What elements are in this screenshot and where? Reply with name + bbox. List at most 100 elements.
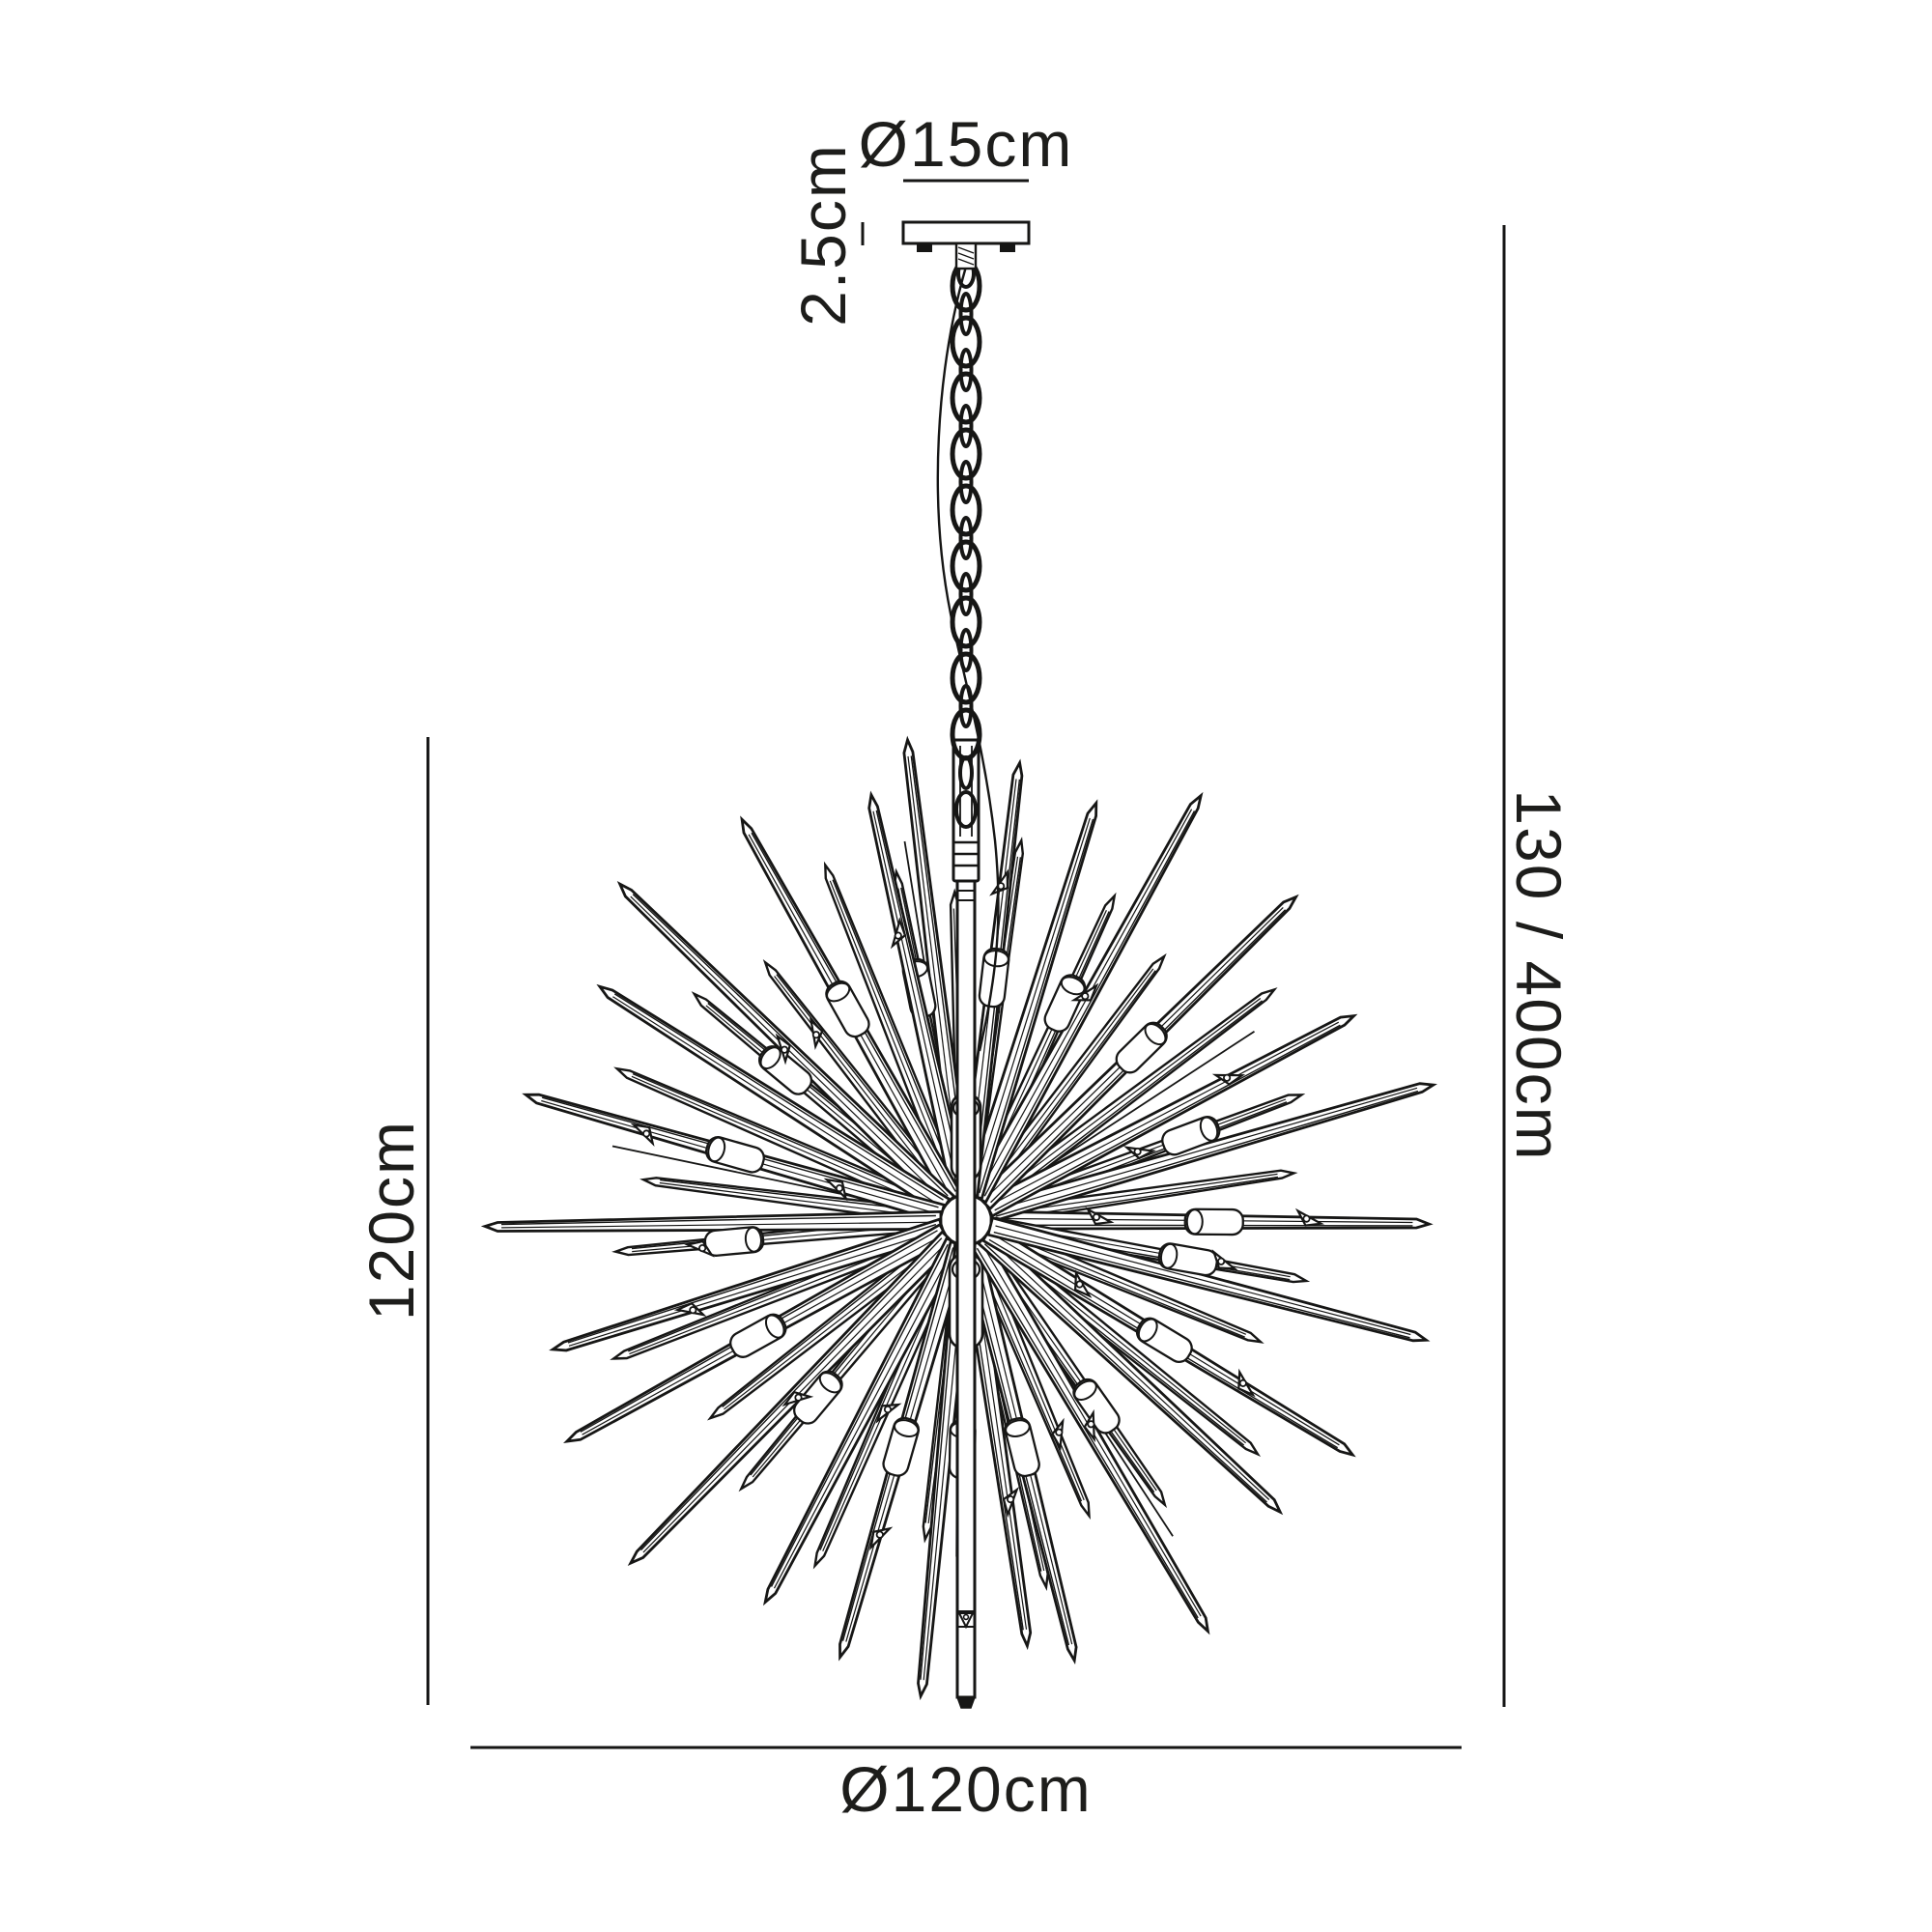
rod-clip-hole	[1223, 1073, 1232, 1082]
chain-link	[958, 292, 974, 336]
stem-thread	[957, 252, 975, 260]
rod-facet-line	[991, 1021, 1340, 1206]
rod-facet-line	[567, 1223, 937, 1344]
rod-facet-line	[999, 1173, 1278, 1215]
rod-clip-hole	[1133, 1148, 1142, 1156]
rod-facet-line	[993, 1231, 1410, 1339]
rod-clip-hole	[697, 1244, 707, 1253]
chain-link	[950, 595, 982, 649]
chain-link	[958, 404, 974, 448]
chain-link	[950, 539, 982, 593]
rod-clip-hole	[835, 1184, 844, 1193]
rod-facet-line	[632, 1072, 937, 1204]
chain-link	[950, 651, 982, 705]
chain-link	[958, 572, 974, 616]
rod-clip-hole	[1238, 1378, 1247, 1388]
lamp-holder	[882, 1416, 921, 1477]
lamp-holder	[1115, 1021, 1168, 1074]
chain-link	[950, 707, 982, 761]
chain-link	[950, 315, 982, 369]
lamp-holder	[1135, 1317, 1193, 1364]
lamp-holder	[757, 1045, 813, 1095]
chain-link	[958, 628, 974, 672]
rod-facet-line	[983, 810, 1196, 1197]
rod-facet-line	[994, 1087, 1418, 1211]
lamp-holder	[1161, 1116, 1221, 1156]
ceiling-plate-body	[901, 220, 1031, 245]
lamp-holder	[825, 980, 870, 1038]
lamp-holder	[704, 1136, 765, 1174]
rod-clip-hole	[1087, 1420, 1095, 1429]
rod-facet-line	[659, 1181, 933, 1218]
rod-facet-line	[832, 879, 958, 1188]
rod-clip-hole	[642, 1129, 651, 1138]
rod-facet-line	[500, 1214, 936, 1226]
rod-facet-line	[774, 976, 945, 1195]
label-plate-diameter: Ø15cm	[859, 108, 1074, 180]
rod-facet-line	[613, 993, 944, 1201]
lamp-holder	[1072, 1378, 1121, 1435]
plate-screw-left	[917, 243, 932, 252]
rod-clip-hole	[780, 1045, 789, 1054]
rod-clip-hole	[794, 1393, 803, 1402]
rod-facet-line	[875, 810, 965, 1190]
starburst-body	[480, 735, 1437, 1701]
rod-facet-line	[976, 1247, 1199, 1619]
lamp-holder	[1183, 1208, 1244, 1236]
rod-facet-line	[770, 1243, 949, 1587]
stem-thread	[957, 258, 975, 266]
rod-clip-hole	[1092, 1212, 1101, 1222]
rod-clip-hole	[883, 1406, 893, 1414]
lamp-holder	[729, 1313, 787, 1358]
label-fitting-height: 120cm	[355, 1120, 427, 1321]
chain-link	[950, 371, 982, 425]
rod-facet-line	[872, 810, 959, 1192]
chain-link	[950, 427, 982, 481]
rod-clip-hole	[1055, 1428, 1064, 1436]
label-plate-height: 2.5cm	[787, 143, 859, 327]
rod-facet-line	[773, 1247, 954, 1589]
rod-clip-hole	[894, 931, 902, 940]
rod-clip-hole	[875, 1530, 884, 1539]
plate-screw-right	[1000, 243, 1015, 252]
stem-thread	[957, 246, 975, 254]
rod-clip-hole	[1217, 1257, 1226, 1265]
rod-clip-hole	[1007, 1495, 1015, 1504]
lamp-holder	[1004, 1416, 1040, 1478]
chain-link	[958, 348, 974, 392]
rod-clip-hole	[811, 1031, 821, 1039]
rod-facet-line	[829, 880, 953, 1190]
connector-link	[954, 790, 978, 829]
rod-facet-line	[972, 817, 1091, 1192]
chain-link	[958, 516, 974, 560]
rod-facet-line	[995, 1090, 1419, 1217]
rod-facet-line	[568, 1230, 939, 1347]
central-rod-body	[955, 879, 977, 1699]
label-drop-height: 130 / 400cm	[1503, 789, 1575, 1161]
chain-link	[958, 460, 974, 504]
lamp-holder	[793, 1370, 843, 1425]
rod-facet-line	[995, 1225, 1411, 1336]
rod-facet-line	[983, 1243, 1267, 1503]
rod-facet-line	[995, 1000, 1264, 1204]
rod-clip-hole	[962, 1613, 970, 1621]
chain-link	[950, 483, 982, 537]
glass-rod	[480, 1209, 943, 1233]
rod-clip-hole	[1081, 992, 1090, 1001]
rod-facet-line	[979, 818, 1094, 1194]
ceiling-plate	[901, 220, 1031, 270]
rod-clip-hole	[1302, 1214, 1311, 1223]
rod-facet-line	[639, 1237, 943, 1551]
rod-facet-line	[501, 1221, 937, 1229]
lamp-holder	[1157, 1242, 1219, 1277]
rod-facet-line	[984, 968, 1154, 1193]
rod-facet-line	[612, 996, 941, 1207]
chain-link	[958, 684, 974, 728]
lamp-holder	[703, 1226, 765, 1257]
rod-tip	[955, 1696, 977, 1709]
rod-facet-line	[631, 1075, 935, 1209]
rod-facet-line	[988, 1238, 1270, 1500]
lamp-holder	[1043, 974, 1087, 1033]
